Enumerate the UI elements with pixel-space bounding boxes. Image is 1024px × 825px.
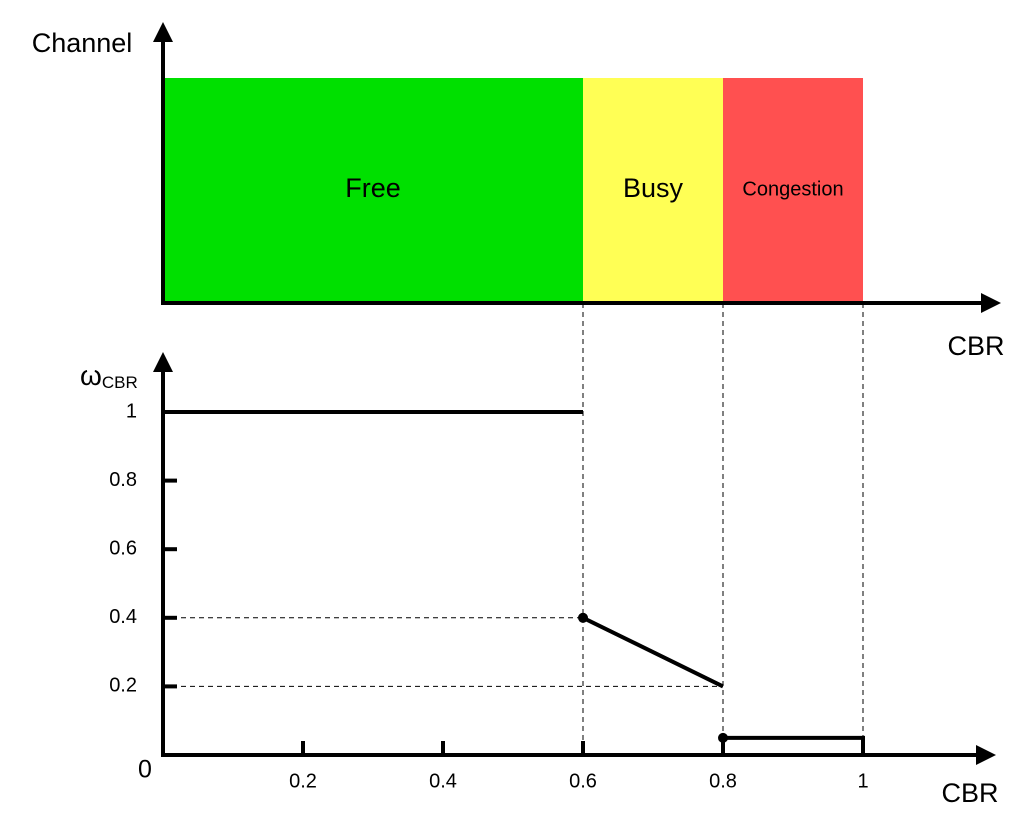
band-segment — [723, 78, 863, 303]
x-tick-label: 0.6 — [569, 770, 597, 792]
band-label: Busy — [623, 173, 684, 203]
band-label: Congestion — [742, 178, 843, 200]
y-axis-label: Channel — [32, 28, 133, 58]
x-tick-label: 0.4 — [429, 770, 457, 792]
y-tick-label: 0.2 — [109, 675, 137, 697]
y-axis-label-sub: CBR — [102, 373, 138, 392]
line-piece — [582, 616, 724, 689]
breakpoint — [578, 612, 588, 623]
x-tick-label: 0.8 — [709, 770, 737, 792]
y-axis-label-main: ω — [80, 360, 102, 391]
y-tick-label: 1 — [126, 400, 137, 422]
x-axis-label: CBR — [941, 778, 998, 808]
y-tick-label: 0.8 — [109, 469, 137, 491]
line-piece — [723, 735, 865, 755]
band-segment — [163, 78, 583, 303]
x-tick-label: 1 — [857, 770, 868, 792]
y-tick-label: 0.6 — [109, 537, 137, 559]
x-tick-label: 0.2 — [289, 770, 317, 792]
x-axis-label: CBR — [947, 331, 1004, 361]
breakpoint — [718, 732, 728, 743]
y-tick-label: 0.4 — [109, 606, 137, 628]
origin-label: 0 — [138, 756, 152, 784]
y-axis-label: ωCBR — [80, 360, 138, 392]
band-segment — [583, 78, 723, 303]
band-label: Free — [345, 173, 401, 203]
